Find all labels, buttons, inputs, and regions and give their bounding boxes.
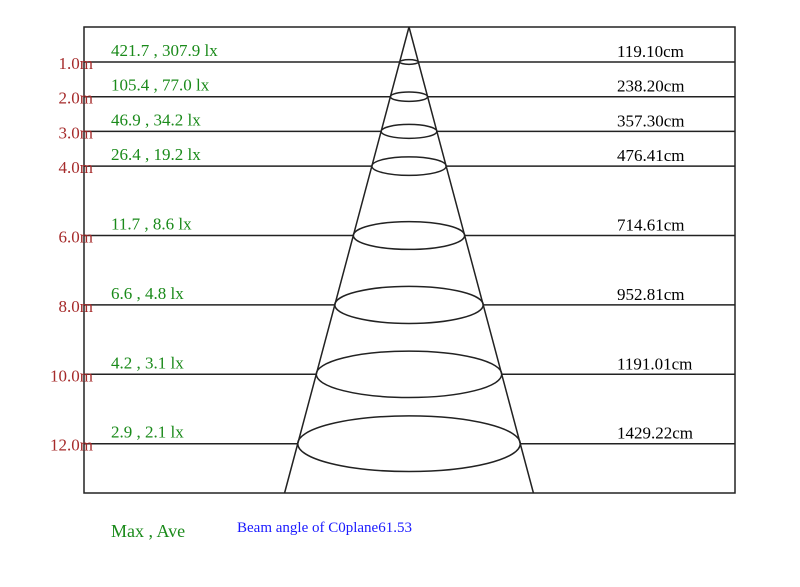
lux-label: 11.7 , 8.6 lx [111, 215, 192, 234]
beam-spot-ellipse [352, 220, 466, 251]
cone-right-edge [408, 26, 535, 494]
distance-label: 6.0m [59, 228, 93, 247]
beam-spot-ellipse [371, 156, 447, 177]
cone-left-edge [283, 26, 410, 494]
distance-label: 12.0m [50, 436, 93, 455]
lux-label: 6.6 , 4.8 lx [111, 284, 184, 303]
lux-label: 421.7 , 307.9 lx [111, 41, 218, 60]
beam-spot-ellipse [315, 350, 503, 399]
lux-label: 105.4 , 77.0 lx [111, 76, 210, 95]
diameter-label: 952.81cm [617, 285, 685, 304]
beam-spot-ellipse [296, 415, 522, 473]
beam-angle-label: Beam angle of C0plane61.53 [237, 520, 412, 536]
beam-spot-ellipse [380, 123, 438, 140]
diameter-label: 1429.22cm [617, 424, 693, 443]
diameter-label: 357.30cm [617, 111, 685, 130]
beam-spot-ellipse [389, 91, 429, 103]
legend-max-ave: Max , Ave [111, 521, 185, 541]
distance-label: 10.0m [50, 366, 93, 385]
diameter-label: 238.20cm [617, 77, 685, 96]
lux-label: 46.9 , 34.2 lx [111, 110, 201, 129]
beam-spot-ellipse [334, 285, 484, 325]
distance-label: 8.0m [59, 297, 93, 316]
lux-label: 26.4 , 19.2 lx [111, 145, 201, 164]
distance-label: 1.0m [59, 54, 93, 73]
diameter-label: 476.41cm [617, 146, 685, 165]
diameter-label: 119.10cm [617, 42, 684, 61]
lux-label: 4.2 , 3.1 lx [111, 353, 184, 372]
diameter-label: 1191.01cm [617, 354, 692, 373]
diameter-label: 714.61cm [617, 216, 685, 235]
distance-label: 2.0m [59, 89, 93, 108]
distance-label: 4.0m [59, 158, 93, 177]
distance-label: 3.0m [59, 123, 93, 142]
beam-spot-ellipse [398, 58, 420, 66]
lux-label: 2.9 , 2.1 lx [111, 423, 184, 442]
